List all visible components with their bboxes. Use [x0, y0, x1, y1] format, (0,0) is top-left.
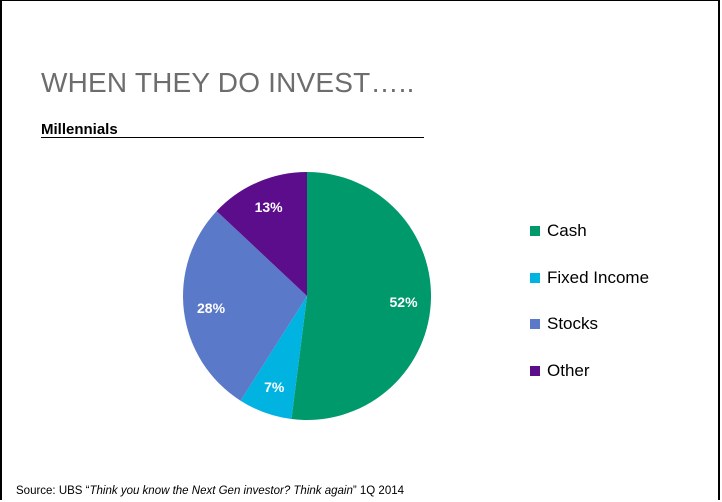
- source-prefix: Source: UBS “: [16, 485, 90, 497]
- legend-swatch-stocks: [530, 319, 540, 330]
- pie-slice-fixed-income: [240, 296, 307, 420]
- legend-swatch-fixed-income: [530, 272, 540, 283]
- legend-swatch-other: [530, 366, 540, 377]
- legend-label-cash: Cash: [547, 221, 587, 240]
- legend-item-other: Other: [530, 359, 649, 383]
- slide-subtitle: Millennials: [41, 121, 118, 138]
- pie-chart: 52% 7% 28% 13%: [183, 172, 432, 420]
- legend-label-other: Other: [547, 361, 590, 381]
- source-title: Think you know the Next Gen investor? Th…: [89, 485, 353, 497]
- legend-item-cash: Cash: [530, 219, 649, 243]
- subtitle-underline: [41, 137, 424, 138]
- data-label-fixed-income: 7%: [264, 379, 285, 395]
- legend-swatch-cash: [530, 226, 540, 236]
- slide-title: WHEN THEY DO INVEST…..: [41, 67, 415, 98]
- pie-slice-cash: [291, 172, 432, 420]
- legend-item-stocks: Stocks: [530, 312, 649, 336]
- data-label-cash: 52%: [390, 294, 419, 310]
- legend-item-fixed-income: Fixed Income: [530, 266, 649, 290]
- legend-label-stocks: Stocks: [547, 314, 599, 334]
- chart-legend: Cash Fixed Income Stocks Other: [530, 219, 649, 406]
- pie-slice-stocks: [183, 211, 307, 401]
- source-suffix: ” 1Q 2014: [352, 485, 405, 497]
- source-note: Source: UBS “Think you know the Next Gen…: [16, 485, 404, 497]
- data-label-other: 13%: [255, 199, 284, 215]
- legend-label-fixed-income: Fixed Income: [547, 267, 650, 287]
- data-label-stocks: 28%: [197, 300, 226, 316]
- pie-slice-other: [216, 172, 307, 296]
